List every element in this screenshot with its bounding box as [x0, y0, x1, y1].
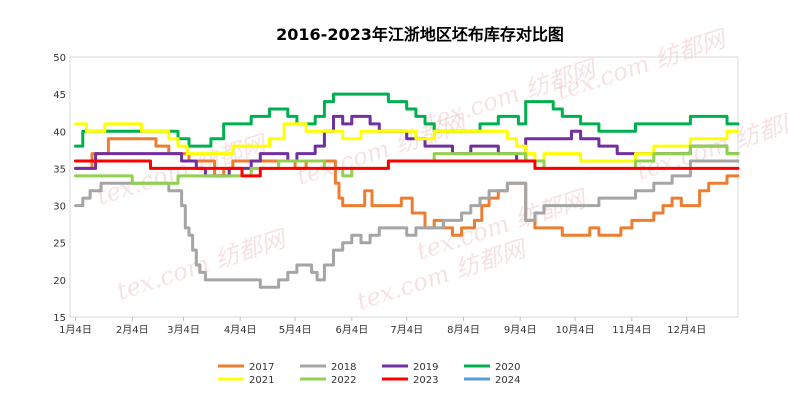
x-tick-label: 3月4日 [167, 324, 200, 336]
x-axis: 1月4日 2月4日 3月4日 4月4日 5月4日 6月4日 7月4日 8月4日 9月4日 10月4… [59, 317, 706, 336]
watermark-text: tex.com 纺都网 [113, 224, 291, 306]
x-tick-label: 5月4日 [279, 324, 312, 336]
series-line-2017 [74, 137, 740, 237]
x-tick-label: 7月4日 [390, 324, 423, 336]
y-tick-label: 35 [53, 164, 66, 175]
x-tick-label: 10月4日 [556, 324, 595, 336]
y-tick-label: 40 [53, 127, 66, 138]
series-line-2023 [74, 159, 740, 178]
legend-label-2021: 2021 [249, 375, 274, 386]
legend-label-2018: 2018 [331, 362, 356, 373]
series-line-2021 [74, 122, 740, 163]
y-tick-label: 50 [53, 53, 66, 64]
x-tick-label: 12月4日 [667, 324, 706, 336]
legend-label-2024: 2024 [495, 375, 520, 386]
legend-label-2017: 2017 [249, 362, 274, 373]
legend-label-2019: 2019 [413, 362, 438, 373]
series-line-2018 [74, 159, 740, 289]
x-tick-label: 6月4日 [335, 324, 368, 336]
y-tick-label: 15 [53, 313, 66, 324]
plot-area [69, 56, 739, 318]
x-tick-label: 2月4日 [116, 324, 149, 336]
y-tick-label: 30 [53, 202, 66, 213]
x-tick-label: 1月4日 [59, 324, 92, 336]
x-tick-label: 9月4日 [504, 324, 537, 336]
y-tick-label: 25 [53, 239, 66, 250]
series-line-2020 [74, 92, 740, 148]
legend-label-2022: 2022 [331, 375, 356, 386]
x-tick-label: 4月4日 [224, 324, 257, 336]
series-layer [74, 92, 740, 289]
y-axis: 15 20 25 30 35 40 45 50 [53, 53, 66, 324]
legend-label-2023: 2023 [413, 375, 438, 386]
x-tick-label: 8月4日 [447, 324, 480, 336]
x-tick-label: 11月4日 [612, 324, 651, 336]
legend: 2017 2018 2019 2020 2021 2022 2023 2024 [218, 362, 520, 386]
y-tick-label: 45 [53, 90, 66, 101]
legend-label-2020: 2020 [495, 362, 520, 373]
y-tick-label: 20 [53, 276, 66, 287]
chart-title: 2016-2023年江浙地区坯布库存对比图 [276, 25, 564, 44]
